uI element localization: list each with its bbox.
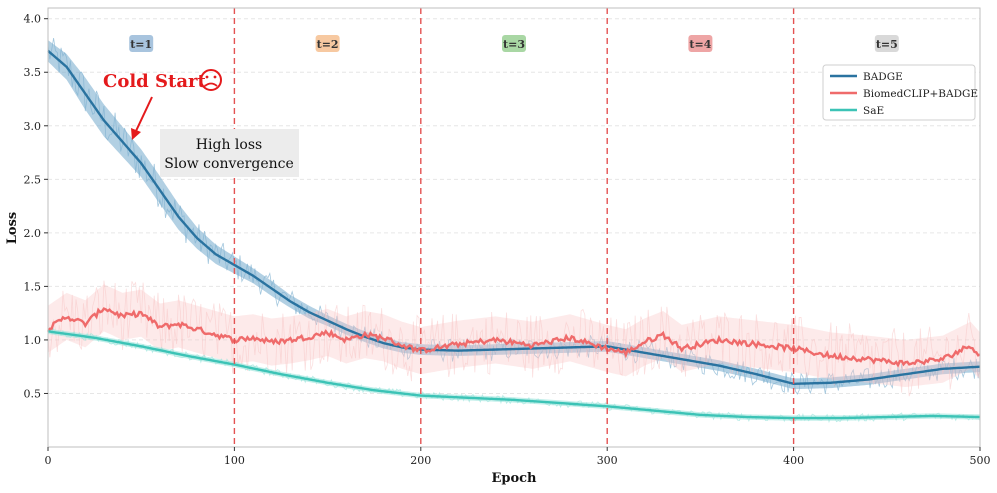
annotations: Cold Start High loss Slow convergence xyxy=(103,69,299,177)
x-axis-label: Epoch xyxy=(491,471,537,486)
series-line-2 xyxy=(47,330,981,420)
phase-boundaries xyxy=(233,8,795,447)
y-tick-label: 2.0 xyxy=(24,227,42,240)
y-tick-label: 2.5 xyxy=(24,173,42,186)
phase-badge xyxy=(315,35,340,52)
phase-label: t=4 xyxy=(689,38,711,51)
y-tick-label: 0.5 xyxy=(24,387,42,400)
series-line-1 xyxy=(46,307,981,368)
series-noise-1 xyxy=(47,280,981,397)
phase-label: t=2 xyxy=(317,38,339,51)
legend-label: BADGE xyxy=(863,71,903,83)
y-tick-label: 4.0 xyxy=(24,13,42,26)
phase-label: t=3 xyxy=(503,38,525,51)
phase-badge xyxy=(688,35,713,52)
series-band-2 xyxy=(48,328,980,421)
y-axis-label: Loss xyxy=(5,212,20,244)
annotation-line-1: High loss xyxy=(196,137,262,153)
x-axis-ticks: 0 100 200 300 400 500 xyxy=(45,447,991,467)
cold-start-arrow xyxy=(131,96,153,140)
x-tick-label: 300 xyxy=(597,454,618,467)
x-tick-label: 500 xyxy=(970,454,991,467)
legend: BADGE BiomedCLIP+BADGE SaE xyxy=(822,64,978,121)
legend-frame xyxy=(822,64,976,121)
x-tick-label: 100 xyxy=(224,454,245,467)
legend-label: SaE xyxy=(863,105,884,117)
series-line-0 xyxy=(47,49,981,386)
legend-label: BiomedCLIP+BADGE xyxy=(863,88,978,100)
annotation-line-2: Slow convergence xyxy=(164,156,294,172)
x-tick-label: 400 xyxy=(783,454,804,467)
series-lines xyxy=(46,49,981,420)
y-tick-label: 3.5 xyxy=(24,66,42,79)
phase-badge xyxy=(874,35,899,52)
x-tick-label: 200 xyxy=(410,454,431,467)
plot-frame xyxy=(47,7,981,448)
cold-start-label: Cold Start xyxy=(103,71,206,92)
series-band-0 xyxy=(48,40,980,390)
sad-face-icon xyxy=(200,69,222,91)
phase-badge xyxy=(129,35,154,52)
phase-label: t=5 xyxy=(876,38,898,51)
phase-label: t=1 xyxy=(130,38,152,51)
y-tick-label: 1.0 xyxy=(24,334,42,347)
phase-badge xyxy=(502,35,526,52)
x-tick-label: 0 xyxy=(45,454,52,467)
annotation-box xyxy=(160,129,299,177)
y-tick-label: 3.0 xyxy=(24,120,42,133)
phase-labels: t=1 t=2 t=3 t=4 t=5 xyxy=(129,35,899,52)
y-tick-label: 1.5 xyxy=(24,280,42,293)
y-axis-ticks: 0.5 1.0 1.5 2.0 2.5 3.0 3.5 4.0 xyxy=(24,13,48,400)
